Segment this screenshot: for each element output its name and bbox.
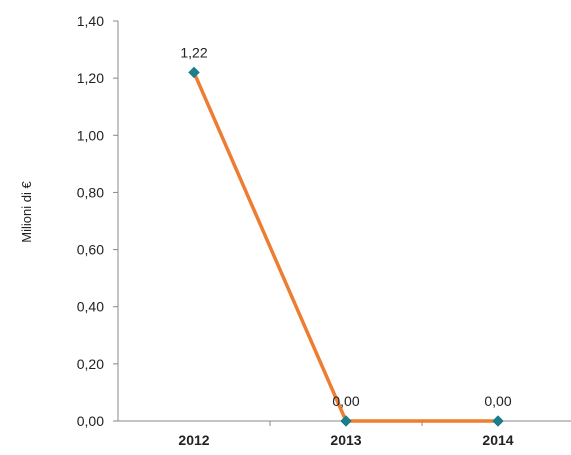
x-tick-label: 2014 [482,432,513,448]
y-tick-label: 0,60 [77,242,104,258]
data-point-marker [492,415,504,427]
y-axis-label: Milioni di € [19,181,34,243]
data-label: 0,00 [484,393,511,409]
y-tick-label: 1,00 [77,127,104,143]
y-axis: 0,00 0,20 0,40 0,60 0,80 1,00 1,20 1,40 [77,13,119,429]
y-tick-label: 0,80 [77,184,104,200]
series-area: 1,22 0,00 0,00 [180,44,512,427]
y-tick-label: 1,20 [77,70,104,86]
y-tick-label: 1,40 [77,13,104,29]
x-tick-label: 2013 [330,432,361,448]
y-tick-label: 0,20 [77,356,104,372]
data-label: 0,00 [332,393,359,409]
data-label: 1,22 [180,44,207,60]
y-tick-label: 0,00 [77,413,104,429]
series-line [192,71,498,423]
data-point-marker [340,415,352,427]
data-point-marker [188,66,200,79]
x-tick-label: 2012 [178,432,209,448]
y-tick-label: 0,40 [77,299,104,315]
